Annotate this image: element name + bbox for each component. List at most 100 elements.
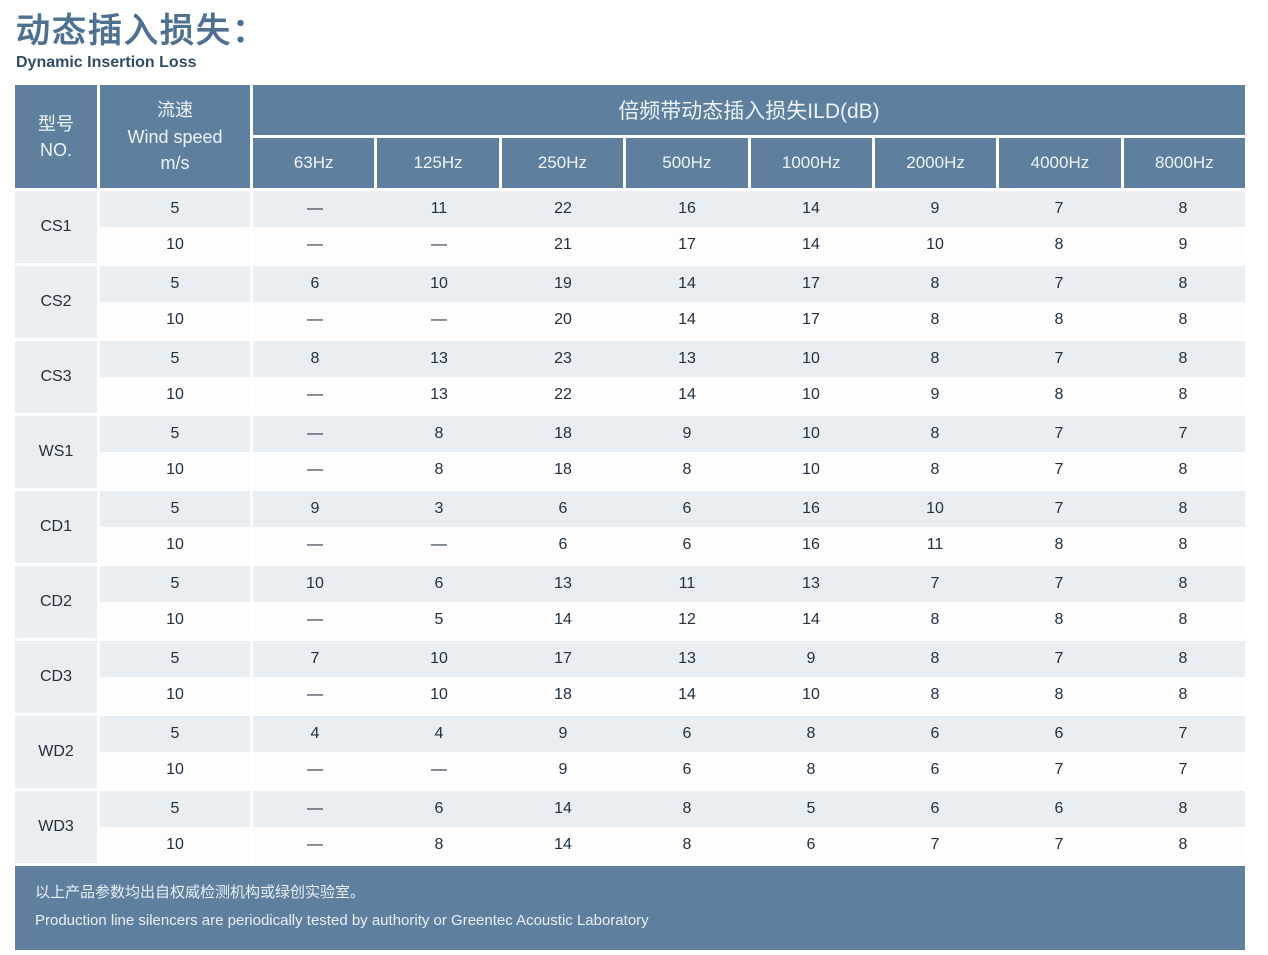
value-cell: 10	[802, 350, 820, 368]
value-band: — 13 22 14 10 9 8 8	[253, 377, 1245, 414]
value-cell: 6	[310, 275, 320, 293]
value-cell: 6	[682, 536, 692, 554]
speed-cell: 10	[100, 602, 250, 639]
value-cell: 7	[1054, 836, 1064, 854]
value-cell: 10	[430, 686, 448, 704]
value-cell: 14	[554, 836, 572, 854]
value-cell: 8	[434, 836, 444, 854]
value-band: — — 6 6 16 11 8 8	[253, 527, 1245, 564]
model-cell: WD3	[15, 791, 97, 864]
value-cell: 5	[806, 800, 816, 818]
model-group: CD3 5 7 10 17 13 9 8 7 8 10 — 10 18 14 10 8 8 8	[15, 641, 1245, 714]
speed-cell: 10	[100, 377, 250, 414]
value-cell: 10	[802, 686, 820, 704]
value-cell: 6	[682, 761, 692, 779]
header-freq-8000hz: 8000Hz	[1123, 138, 1245, 189]
speed-cell: 5	[100, 416, 250, 453]
value-cell: 6	[558, 536, 568, 554]
value-cell: —	[307, 536, 323, 554]
value-cell: 7	[1054, 200, 1064, 218]
header-model-en: NO.	[39, 139, 72, 160]
speed-cell: 5	[100, 266, 250, 303]
value-cell: 7	[1054, 425, 1064, 443]
header-model-no: 型号 NO.	[15, 85, 97, 189]
model-cell: CD3	[15, 641, 97, 714]
value-cell: 8	[1054, 236, 1064, 254]
value-cell: 21	[554, 236, 572, 254]
value-cell: 7	[1178, 425, 1188, 443]
value-cell: —	[431, 761, 447, 779]
header-model-zh: 型号	[38, 113, 74, 134]
model-group: CS2 5 6 10 19 14 17 8 7 8 10 — — 20 14 17 8 8 8	[15, 266, 1245, 339]
value-cell: —	[307, 236, 323, 254]
value-cell: —	[307, 425, 323, 443]
value-cell: 17	[678, 236, 696, 254]
model-group: WD2 5 4 4 9 6 8 6 6 7 10 — — 9 6 8 6 7 7	[15, 716, 1245, 789]
value-cell: 8	[930, 461, 940, 479]
value-cell: —	[307, 836, 323, 854]
footer-note-zh: 以上产品参数均出自权威检测机构或绿创实验室。	[35, 884, 366, 902]
value-cell: 10	[306, 575, 324, 593]
value-cell: 14	[802, 611, 820, 629]
value-cell: 8	[930, 275, 940, 293]
page-subtitle: Dynamic Insertion Loss	[16, 54, 197, 72]
value-cell: 8	[1178, 386, 1188, 404]
header-wind-unit: m/s	[160, 152, 190, 173]
value-cell: 8	[930, 686, 940, 704]
value-cell: 16	[802, 536, 820, 554]
value-cell: 8	[1178, 350, 1188, 368]
value-cell: 8	[806, 725, 816, 743]
model-cell: CD2	[15, 566, 97, 639]
value-cell: 14	[678, 311, 696, 329]
value-cell: —	[307, 761, 323, 779]
value-band: — 11 22 16 14 9 7 8	[253, 191, 1245, 228]
model-cell: CD1	[15, 491, 97, 564]
speed-cell: 5	[100, 341, 250, 378]
value-cell: 7	[1054, 350, 1064, 368]
speed-cell: 5	[100, 566, 250, 603]
value-cell: 8	[1178, 650, 1188, 668]
value-cell: 6	[434, 575, 444, 593]
value-cell: 13	[678, 350, 696, 368]
value-cell: 17	[802, 311, 820, 329]
table-body: CS1 5 — 11 22 16 14 9 7 8 10 — — 21 17 14 10 8 9 CS2 5…	[15, 191, 1245, 864]
value-cell: —	[431, 536, 447, 554]
value-band: — — 20 14 17 8 8 8	[253, 302, 1245, 339]
value-cell: 7	[1178, 761, 1188, 779]
speed-cell: 10	[100, 302, 250, 339]
value-band: — 8 18 8 10 8 7 8	[253, 452, 1245, 489]
value-cell: 10	[802, 461, 820, 479]
speed-cell: 10	[100, 452, 250, 489]
value-cell: 18	[554, 461, 572, 479]
value-cell: 6	[434, 800, 444, 818]
value-cell: 6	[930, 725, 940, 743]
value-cell: 17	[802, 275, 820, 293]
speed-cell: 10	[100, 827, 250, 864]
value-cell: 10	[926, 500, 944, 518]
header-freq-2000hz: 2000Hz	[874, 138, 997, 189]
value-cell: 13	[430, 386, 448, 404]
speed-cell: 10	[100, 677, 250, 714]
value-cell: 13	[554, 575, 572, 593]
value-cell: 8	[930, 311, 940, 329]
value-band: 4 4 9 6 8 6 6 7	[253, 716, 1245, 753]
value-cell: 19	[554, 275, 572, 293]
speed-cell: 10	[100, 752, 250, 789]
page-title: 动态插入损失：	[16, 12, 268, 50]
value-cell: 8	[1178, 686, 1188, 704]
speed-cell: 5	[100, 491, 250, 528]
value-cell: 7	[1178, 725, 1188, 743]
value-cell: 8	[1178, 611, 1188, 629]
value-cell: 16	[802, 500, 820, 518]
value-cell: 9	[930, 386, 940, 404]
model-group: CD1 5 9 3 6 6 16 10 7 8 10 — — 6 6 16 11 8 8	[15, 491, 1245, 564]
value-cell: 8	[434, 425, 444, 443]
model-group: CS3 5 8 13 23 13 10 8 7 8 10 — 13 22 14 10 9 8 8	[15, 341, 1245, 414]
model-cell: WS1	[15, 416, 97, 489]
value-cell: 20	[554, 311, 572, 329]
value-cell: 14	[554, 800, 572, 818]
value-band: — 5 14 12 14 8 8 8	[253, 602, 1245, 639]
speed-cell: 5	[100, 641, 250, 678]
value-cell: 7	[1054, 650, 1064, 668]
